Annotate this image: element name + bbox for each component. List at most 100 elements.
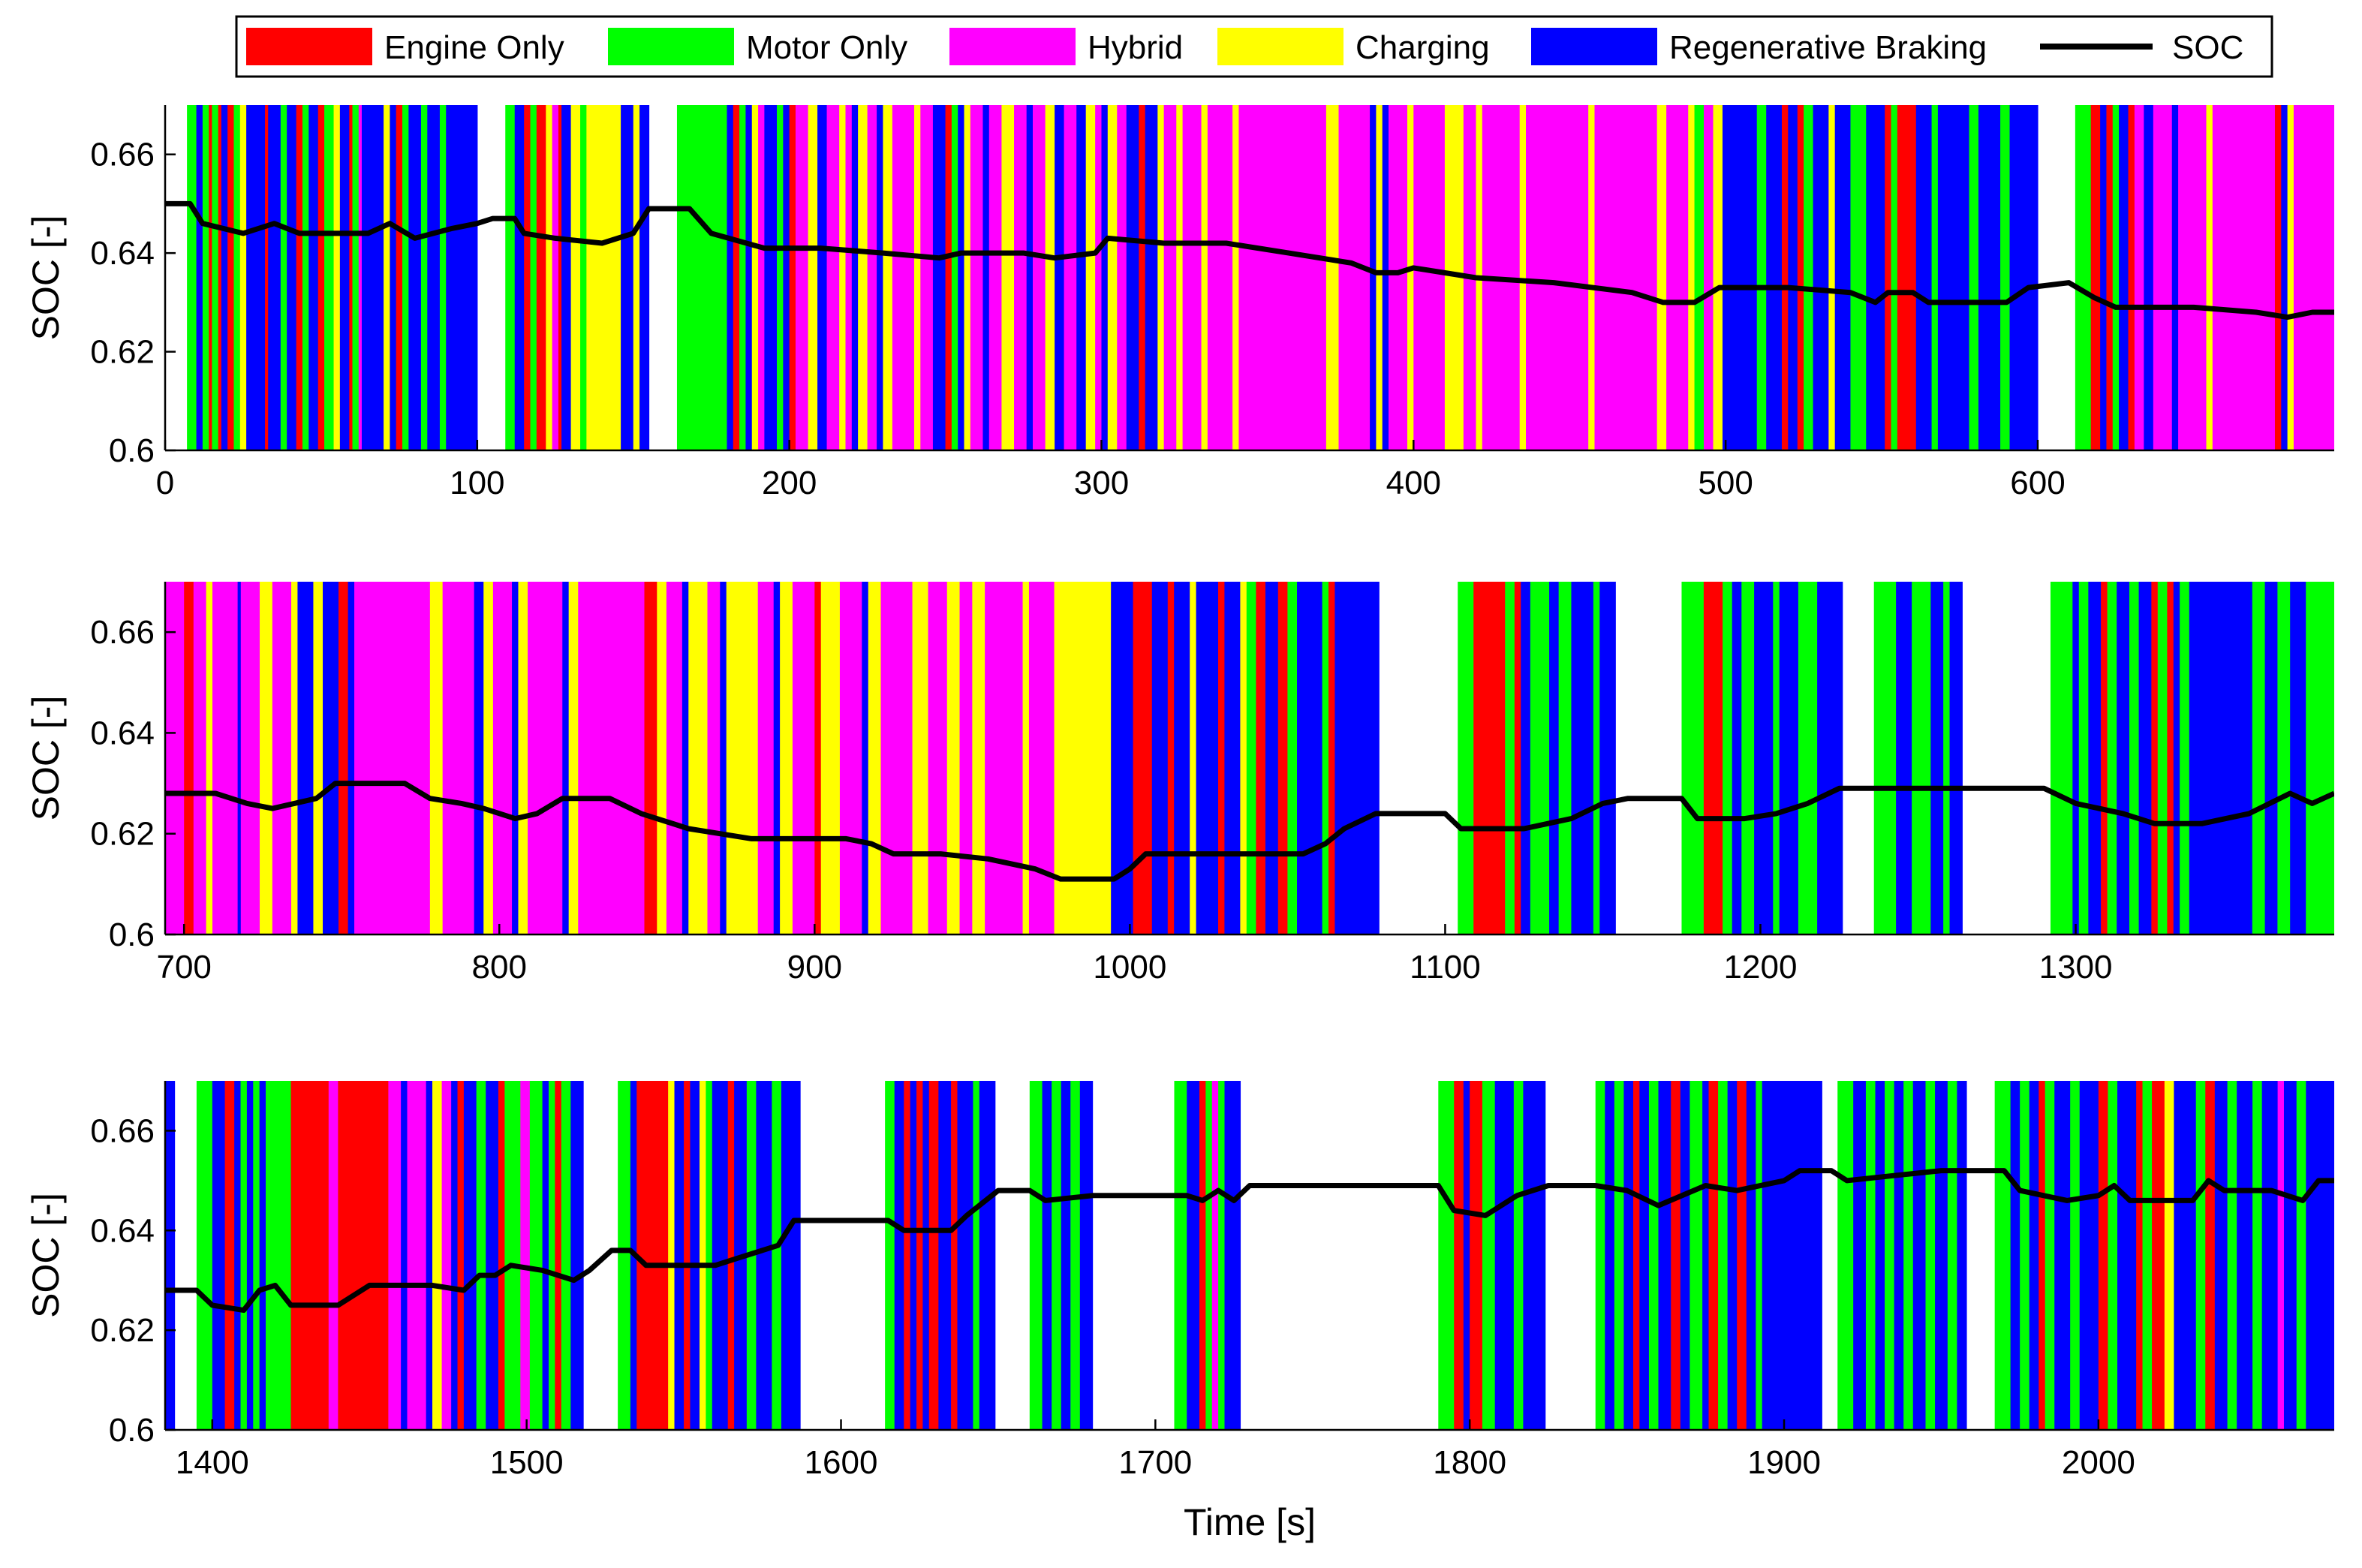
mode-band-hybrid xyxy=(1704,105,1714,450)
y-tick-label: 0.62 xyxy=(90,816,155,853)
mode-band-regen xyxy=(1151,582,1169,934)
mode-band-engine xyxy=(349,105,354,450)
mode-band-motor xyxy=(505,105,516,450)
mode-band-charging xyxy=(1407,105,1414,450)
mode-band-hybrid xyxy=(1238,105,1327,450)
mode-band-motor xyxy=(777,105,784,450)
mode-band-hybrid xyxy=(165,582,185,934)
mode-band-regen xyxy=(727,105,734,450)
legend-swatch-regen xyxy=(1531,28,1657,65)
mode-band-charging xyxy=(1713,105,1723,450)
mode-band-regen xyxy=(1912,1081,1927,1430)
mode-band-engine xyxy=(1256,582,1266,934)
mode-band-regen xyxy=(268,105,281,450)
mode-band-regen xyxy=(1894,1081,1904,1430)
mode-band-charging xyxy=(1001,105,1015,450)
mode-band-regen xyxy=(2281,105,2288,450)
mode-band-regen xyxy=(1370,105,1377,450)
x-tick-label: 1500 xyxy=(490,1444,564,1481)
mode-band-hybrid xyxy=(442,582,475,934)
mode-band-motor xyxy=(233,105,241,450)
mode-band-engine xyxy=(2152,1081,2165,1430)
mode-band-regen xyxy=(1866,105,1885,450)
mode-band-regen xyxy=(1265,582,1279,934)
panel-2: 0.6 0.62 0.64 0.66 700 800 900 1000 1100 1200 1300… xyxy=(25,582,2334,986)
mode-band-regen xyxy=(562,582,570,934)
mode-band-regen xyxy=(1026,105,1034,450)
mode-band-engine xyxy=(945,105,952,450)
mode-band-regen xyxy=(1762,1081,1822,1430)
mode-band-regen xyxy=(1817,582,1843,934)
mode-band-regen xyxy=(2144,105,2154,450)
mode-band-motor xyxy=(1947,1081,1957,1430)
mode-band-engine xyxy=(928,1081,939,1430)
mode-band-engine xyxy=(2106,105,2114,450)
mode-band-engine xyxy=(904,1081,911,1430)
mode-band-engine xyxy=(1470,1081,1483,1430)
mode-band-hybrid xyxy=(666,582,683,934)
mode-band-engine xyxy=(290,1081,329,1430)
mode-band-regen xyxy=(514,105,525,450)
mode-band-engine xyxy=(636,1081,669,1430)
mode-band-regen xyxy=(1187,1081,1200,1430)
mode-band-hybrid xyxy=(1182,105,1202,450)
mode-band-regen xyxy=(512,582,519,934)
mode-band-regen xyxy=(957,1081,974,1430)
mode-band-charging xyxy=(384,105,390,450)
mode-band-motor xyxy=(1931,105,1939,450)
mode-band-regen xyxy=(938,1081,952,1430)
mode-band-hybrid xyxy=(2277,1081,2285,1430)
legend-swatch-charging xyxy=(1217,28,1343,65)
mode-band-regen xyxy=(348,582,355,934)
mode-band-motor xyxy=(280,105,287,450)
mode-band-motor xyxy=(1850,105,1867,450)
mode-band-motor xyxy=(1482,1081,1496,1430)
y-tick-label: 0.64 xyxy=(90,715,155,751)
mode-band-motor xyxy=(1718,1081,1729,1430)
mode-band-regen xyxy=(773,582,781,934)
mode-band-motor xyxy=(529,1081,543,1430)
mode-band-hybrid xyxy=(1413,105,1446,450)
mode-band-motor xyxy=(1885,1081,1895,1430)
mode-band-regen xyxy=(401,1081,408,1430)
mode-band-engine xyxy=(524,105,531,450)
mode-band-motor xyxy=(1595,1081,1605,1430)
mode-band-regen xyxy=(1766,105,1783,450)
mode-band-hybrid xyxy=(492,582,513,934)
mode-band-hybrid xyxy=(707,582,721,934)
mode-band-charging xyxy=(868,582,882,934)
mode-band-motor xyxy=(1287,582,1298,934)
mode-band-engine xyxy=(339,582,349,934)
mode-band-regen xyxy=(621,105,634,450)
mode-band-motor xyxy=(504,1081,521,1430)
mode-band-hybrid xyxy=(2293,105,2334,450)
mode-band-engine xyxy=(498,1081,505,1430)
mode-band-charging xyxy=(1107,105,1118,450)
x-tick-label: 100 xyxy=(450,465,504,501)
mode-band-charging xyxy=(946,582,961,934)
mode-band-regen xyxy=(1042,1081,1052,1430)
mode-band-charging xyxy=(883,105,893,450)
mode-band-regen xyxy=(446,105,478,450)
mode-band-engine xyxy=(1797,105,1804,450)
x-tick-label: 1300 xyxy=(2039,949,2113,986)
mode-band-motor xyxy=(676,105,728,450)
y-tick-label: 0.6 xyxy=(109,1412,155,1449)
mode-band-regen xyxy=(877,105,884,450)
mode-band-hybrid xyxy=(1594,105,1658,450)
mode-band-regen xyxy=(1680,1081,1690,1430)
x-tick-label: 500 xyxy=(1698,465,1753,501)
mode-band-motor xyxy=(302,105,309,450)
mode-band-regen xyxy=(1334,582,1380,934)
mode-band-regen xyxy=(246,105,266,450)
mode-band-regen xyxy=(196,105,203,450)
mode-band-charging xyxy=(633,105,640,450)
mode-band-regen xyxy=(910,1081,917,1430)
mode-band-hybrid xyxy=(920,105,934,450)
mode-band-regen xyxy=(781,1081,801,1430)
mode-band-regen xyxy=(427,105,441,450)
x-tick-label: 1000 xyxy=(1093,949,1166,986)
panel-1: 0.6 0.62 0.64 0.66 0 100 200 300 400 500 600 SOC [-… xyxy=(25,105,2334,501)
y-tick-label: 0.6 xyxy=(109,432,155,469)
mode-band-regen xyxy=(1658,1081,1671,1430)
